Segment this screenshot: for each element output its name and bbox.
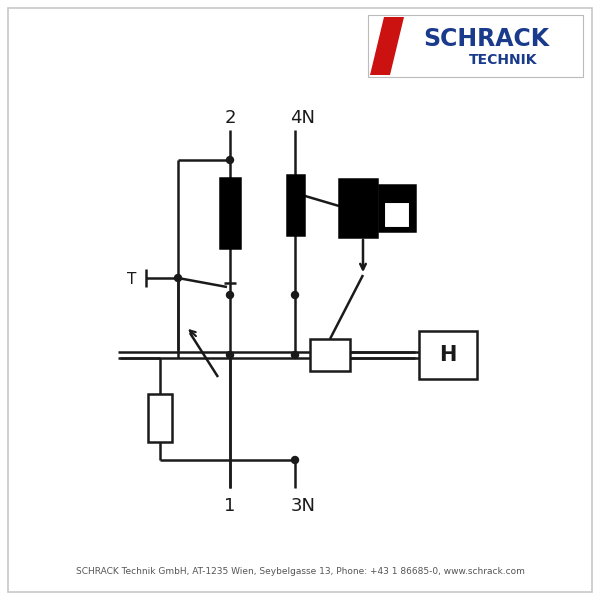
Text: SCHRACK: SCHRACK [423, 26, 550, 50]
Bar [148, 394, 172, 442]
Text: SCHRACK Technik GmbH, AT-1235 Wien, Seybelgasse 13, Phone: +43 1 86685-0, www.sc: SCHRACK Technik GmbH, AT-1235 Wien, Seyb… [76, 568, 524, 577]
Circle shape [227, 157, 233, 163]
Bar [287, 175, 304, 235]
Text: H: H [439, 345, 457, 365]
Text: TECHNIK: TECHNIK [469, 53, 538, 67]
Bar [310, 339, 350, 371]
Circle shape [292, 457, 299, 463]
Bar [419, 331, 477, 379]
Bar [368, 15, 583, 77]
Circle shape [227, 292, 233, 298]
Circle shape [227, 352, 233, 358]
Text: 4N: 4N [290, 109, 316, 127]
Circle shape [292, 292, 299, 298]
Bar [379, 185, 415, 231]
Text: 2: 2 [224, 109, 236, 127]
Polygon shape [370, 17, 404, 75]
Circle shape [292, 352, 299, 358]
Text: 3N: 3N [290, 497, 316, 515]
Bar [339, 179, 377, 237]
Text: T: T [127, 272, 137, 287]
Bar [384, 202, 410, 228]
Bar [220, 178, 240, 248]
Circle shape [175, 275, 182, 281]
Text: 1: 1 [224, 497, 236, 515]
